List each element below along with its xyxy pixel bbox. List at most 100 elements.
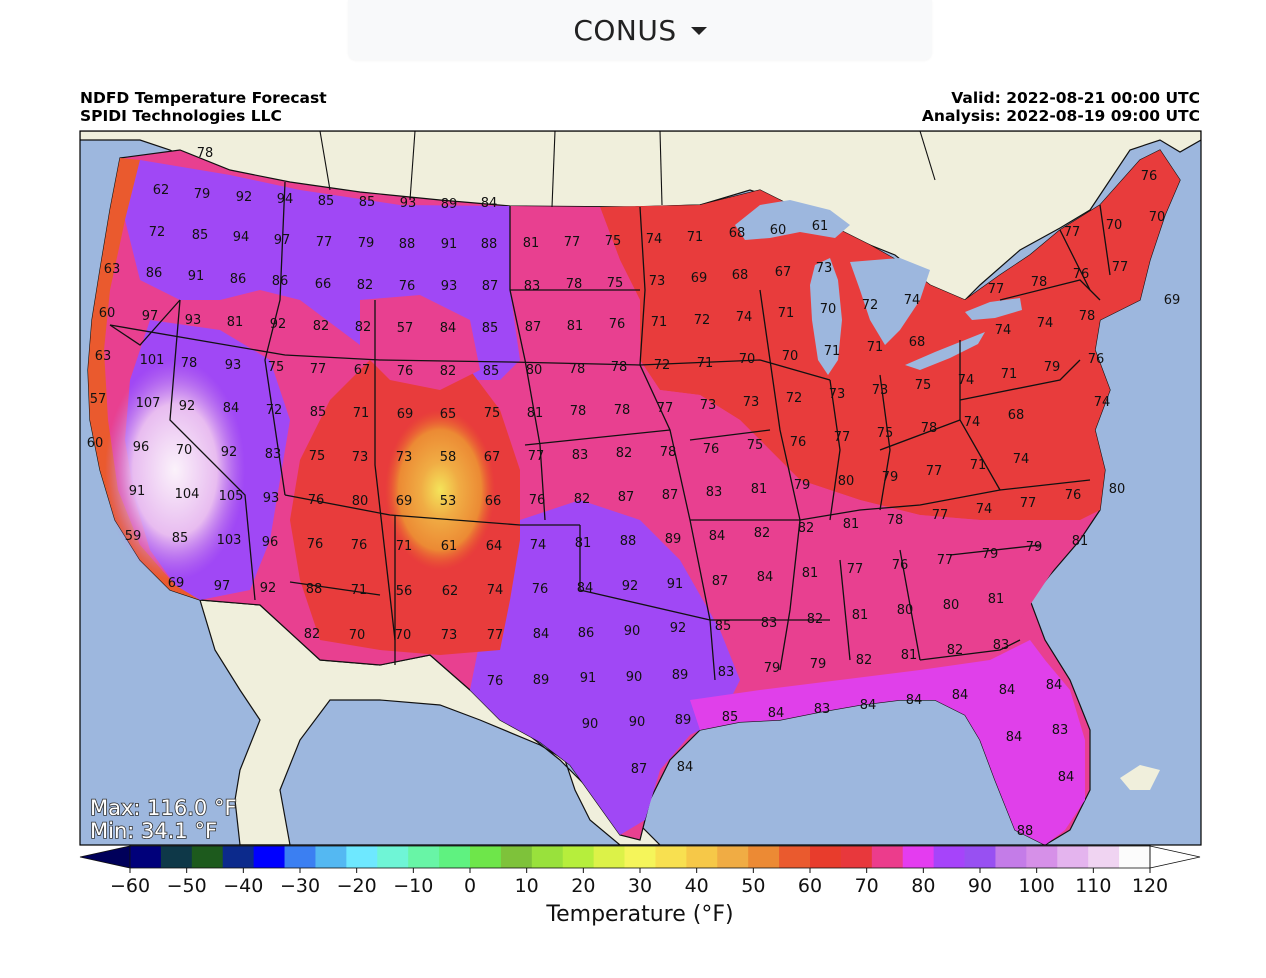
temperature-value-label: 74 (1094, 395, 1111, 410)
temperature-value-label: 78 (660, 445, 677, 460)
temperature-value-label: 71 (867, 340, 884, 355)
temperature-value-label: 74 (530, 538, 547, 553)
temperature-value-label: 84 (1046, 678, 1063, 693)
canada-borders (319, 131, 936, 208)
temperature-value-label: 93 (441, 279, 458, 294)
temperature-value-label: 84 (533, 627, 550, 642)
temperature-value-label: 92 (270, 317, 287, 332)
temperature-value-label: 71 (351, 583, 368, 598)
map-layers (80, 131, 1201, 845)
colorbar-extend-max (1149, 845, 1201, 869)
lake-erie (905, 332, 985, 370)
temperature-value-label: 82 (856, 653, 873, 668)
temperature-value-label: 84 (860, 698, 877, 713)
temperature-value-label: 81 (227, 315, 244, 330)
temperature-value-label: 78 (921, 421, 938, 436)
temperature-value-label: 97 (142, 309, 159, 324)
temperature-value-label: 68 (729, 226, 746, 241)
temperature-value-label: 78 (570, 404, 587, 419)
temperature-value-label: 72 (266, 403, 283, 418)
temperature-value-label: 78 (566, 277, 583, 292)
temperature-value-label: 94 (233, 230, 250, 245)
temperature-value-label: 76 (397, 364, 414, 379)
temperature-value-label: 93 (400, 196, 417, 211)
colorbar-bin (1088, 846, 1120, 868)
temperature-value-label: 87 (712, 574, 729, 589)
colorbar-bin (1026, 846, 1058, 868)
map-frame (79, 130, 1202, 846)
temperature-value-label: 104 (175, 487, 200, 502)
temperature-value-label: 69 (168, 576, 185, 591)
colorbar-bin (593, 846, 625, 868)
map-title: NDFD Temperature Forecast (80, 89, 327, 107)
temperature-value-label: 78 (614, 403, 631, 418)
temperature-value-label: 72 (786, 391, 803, 406)
temperature-value-label: 93 (225, 358, 242, 373)
temperature-value-label: 84 (999, 683, 1016, 698)
colorbar-bin (160, 846, 193, 868)
lake-huron (850, 258, 930, 345)
temperature-value-label: 84 (223, 401, 240, 416)
temperature-value-label: 76 (703, 442, 720, 457)
temperature-value-label: 96 (262, 535, 279, 550)
temperature-value-label: 93 (263, 491, 280, 506)
temperature-value-label: 103 (217, 533, 242, 548)
region-select-dropdown[interactable]: CONUS (348, 0, 932, 60)
temperature-value-label: 93 (185, 313, 202, 328)
temperature-value-label: 61 (441, 539, 458, 554)
colorbar-tick-label: 10 (515, 875, 539, 897)
temperature-value-label: 97 (214, 579, 231, 594)
temperature-value-label: 85 (310, 405, 327, 420)
colorbar-bin (1119, 846, 1151, 868)
california-desert-hot-core (105, 360, 245, 580)
temperature-value-label: 71 (396, 539, 413, 554)
colorbar-bin (1057, 846, 1089, 868)
temperature-value-label: 77 (937, 553, 954, 568)
temperature-value-label: 62 (442, 584, 459, 599)
colorbar-ticks: −60 −50 −40 −30 −20 −10 0 10 20 30 40 50 60 70 80 90 100… (110, 868, 1168, 897)
temperature-value-label: 82 (798, 521, 815, 536)
temperature-value-label: 83 (265, 447, 282, 462)
colorbar-bin (902, 846, 935, 868)
temperature-value-label: 84 (481, 196, 498, 211)
temperature-value-label: 79 (882, 470, 899, 485)
colorbar-tick-label: 50 (741, 875, 765, 897)
temperature-value-label: 77 (316, 235, 333, 250)
temperature-value-label: 85 (192, 228, 209, 243)
temperature-value-label: 73 (816, 261, 833, 276)
temperature-value-label: 71 (697, 356, 714, 371)
temperature-value-label: 70 (782, 349, 799, 364)
temperature-value-label: 83 (706, 485, 723, 500)
temperature-value-label: 74 (487, 583, 504, 598)
temperature-value-label: 77 (1020, 496, 1037, 511)
max-value-label: Max: 116.0 °F (90, 796, 237, 820)
temperature-value-label: 78 (1031, 275, 1048, 290)
temperature-value-label: 86 (578, 626, 595, 641)
temperature-value-label: 74 (976, 502, 993, 517)
temperature-value-label: 70 (820, 302, 837, 317)
temperature-value-label: 81 (988, 592, 1005, 607)
colorbar-bin (624, 846, 656, 868)
temperature-value-label: 77 (487, 628, 504, 643)
colorbar-tick-label: −20 (337, 875, 377, 897)
temperature-value-label: 83 (524, 279, 541, 294)
temperature-value-label: 91 (129, 484, 146, 499)
temperature-value-label: 79 (1044, 360, 1061, 375)
temperature-value-label: 80 (943, 598, 960, 613)
temperature-value-label: 57 (90, 392, 107, 407)
temperature-value-label: 79 (1026, 540, 1043, 555)
temperature-value-label: 78 (569, 362, 586, 377)
colorbar-tick-label: 80 (911, 875, 935, 897)
temperature-value-label: 67 (484, 450, 501, 465)
temperature-value-label: 87 (631, 762, 648, 777)
colorbar-bin (408, 846, 440, 868)
temperature-value-label: 86 (272, 274, 289, 289)
temperature-value-label: 75 (484, 406, 501, 421)
temperature-value-label: 79 (810, 657, 827, 672)
colorbar-label: Temperature (°F) (545, 902, 733, 927)
temperature-value-label: 85 (722, 710, 739, 725)
temperature-value-label: 89 (441, 197, 458, 212)
temperature-value-label: 70 (176, 443, 193, 458)
temperature-value-label: 71 (687, 230, 704, 245)
temperature-value-label: 92 (260, 581, 277, 596)
